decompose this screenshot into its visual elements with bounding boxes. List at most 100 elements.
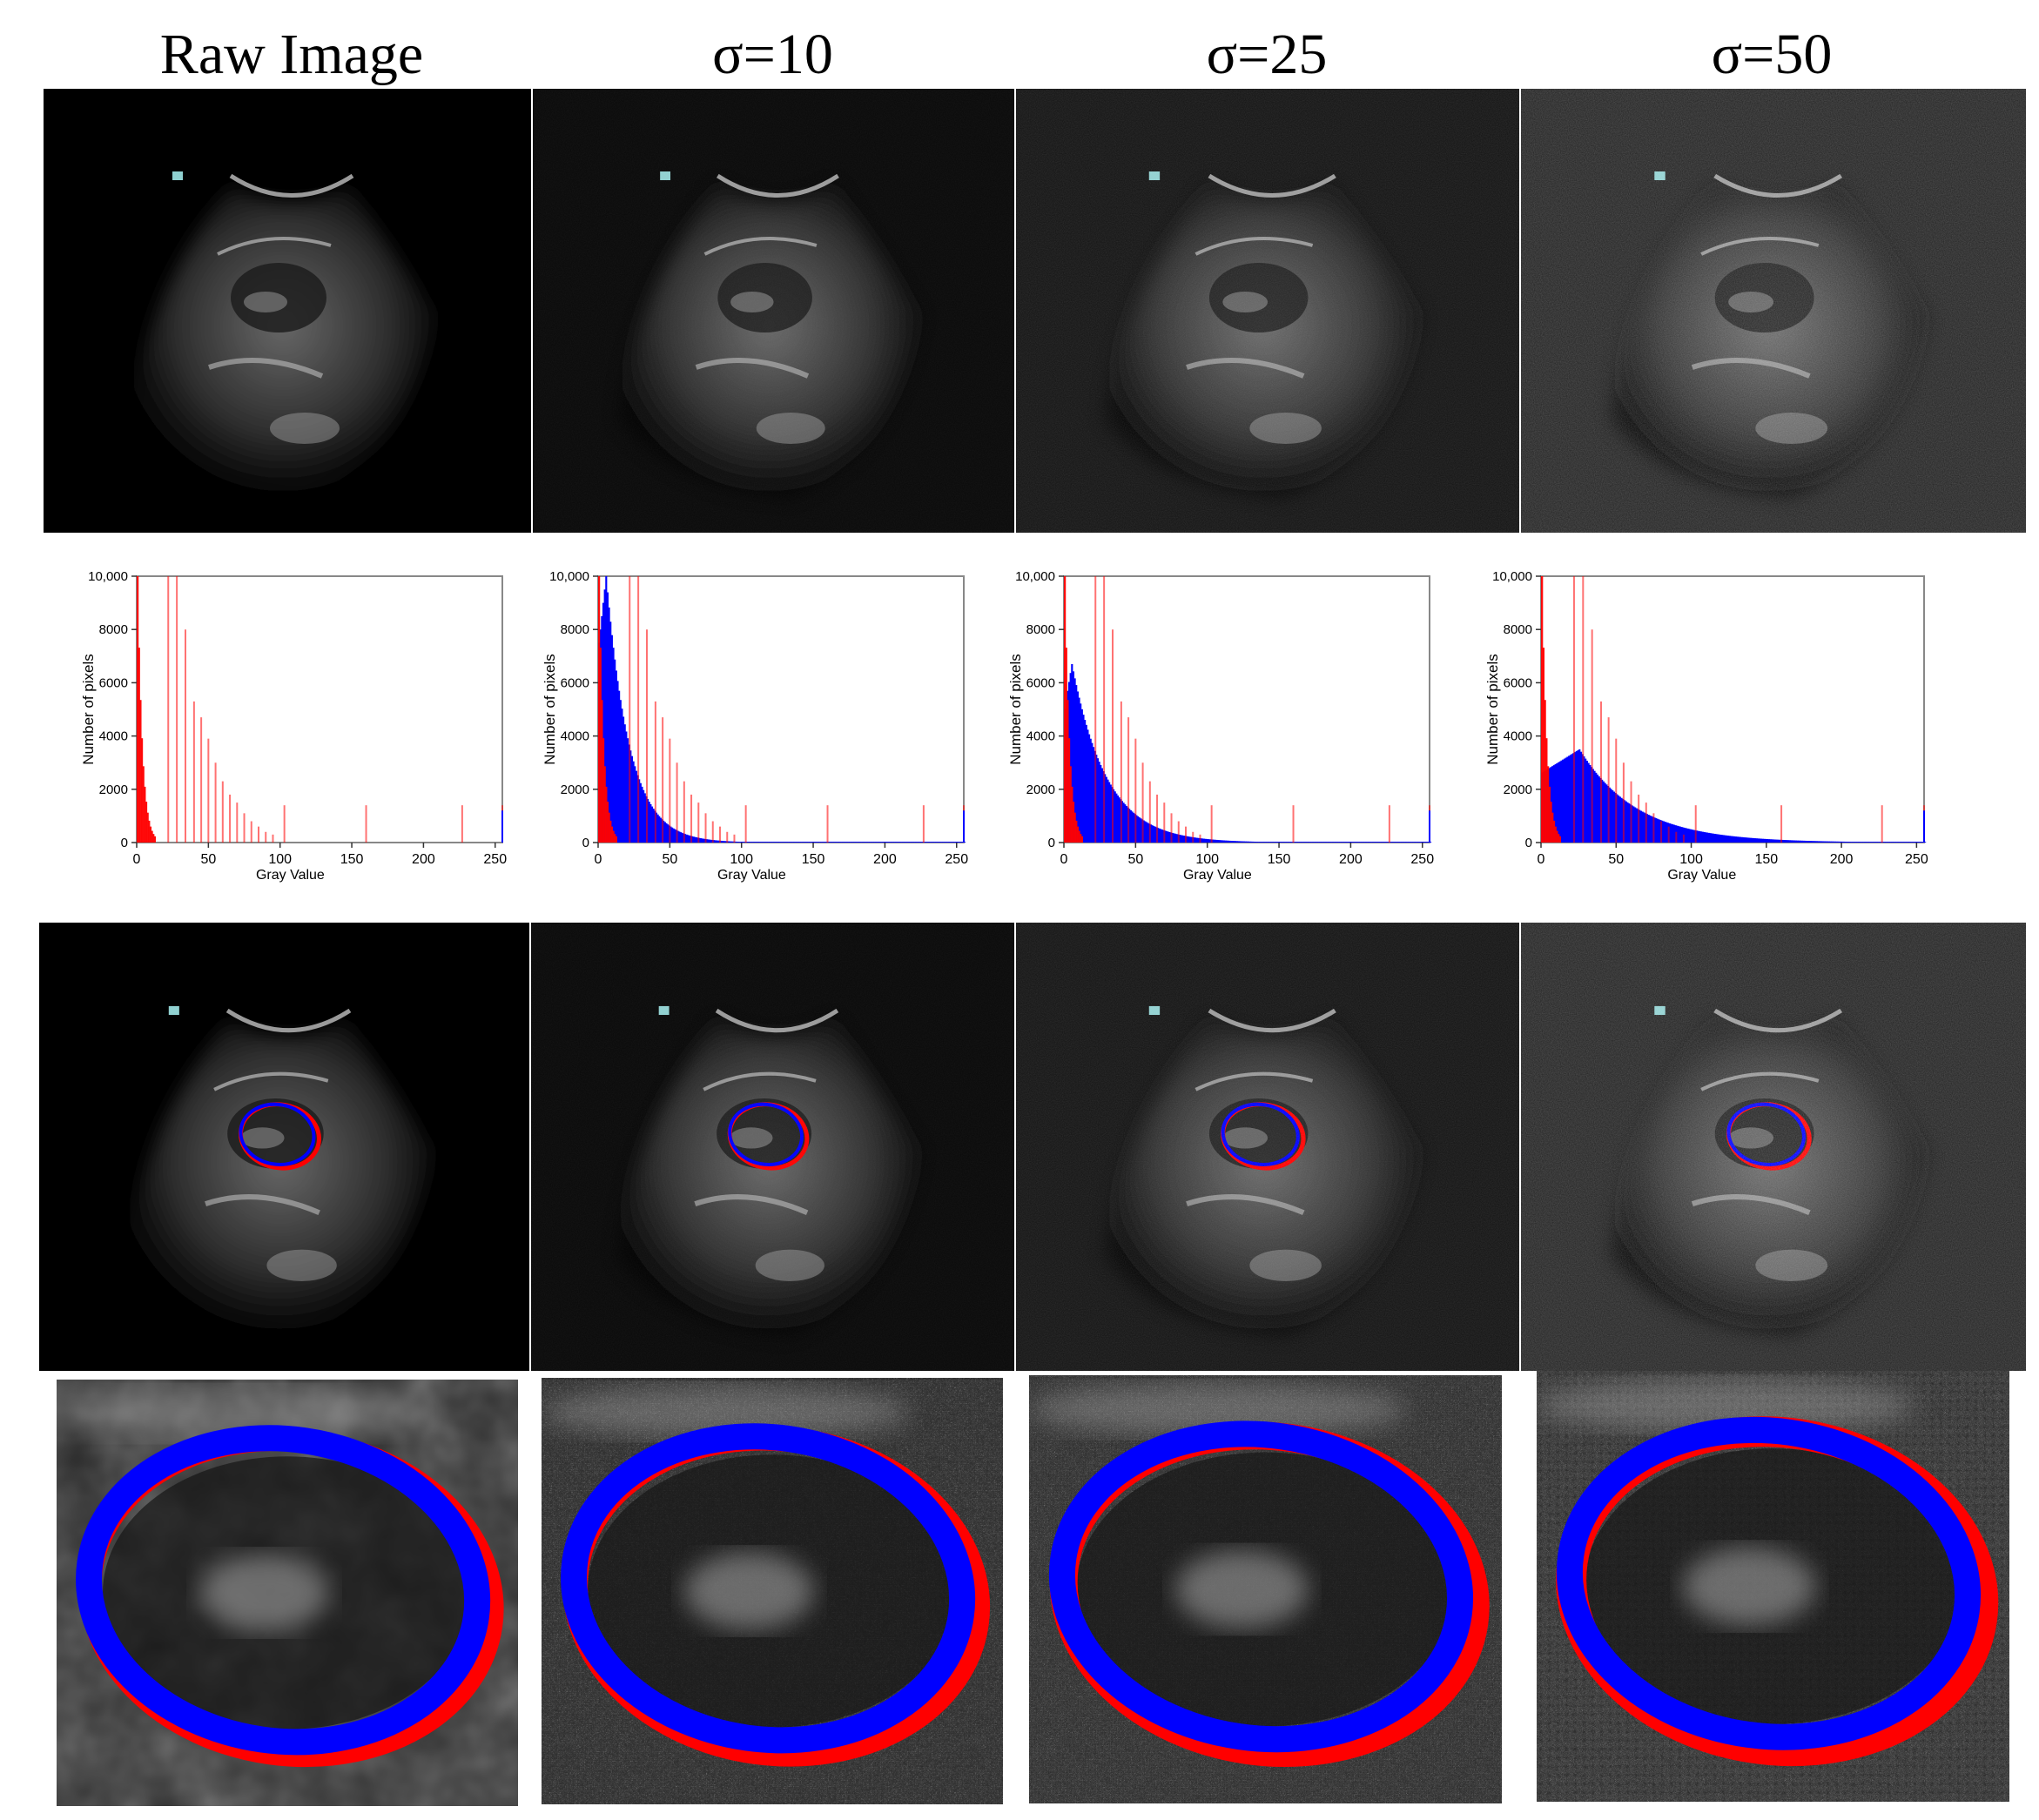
raw-histogram-bars <box>1064 576 1430 843</box>
noisy-bar <box>933 842 936 843</box>
raw-bar <box>144 786 146 843</box>
noisy-bar <box>1389 842 1392 843</box>
noisy-bar <box>1122 803 1125 843</box>
noisy-bar <box>1842 841 1846 843</box>
noisy-bar <box>1333 842 1336 843</box>
noisy-bar <box>1748 837 1751 843</box>
noisy-bar <box>1328 842 1330 843</box>
noisy-bar <box>783 842 785 843</box>
noisy-bar <box>1207 839 1209 843</box>
raw-bar <box>615 836 618 843</box>
noisy-bar <box>853 842 856 843</box>
noisy-bar <box>818 842 821 843</box>
contour-blue <box>1048 1420 1474 1753</box>
noisy-bar <box>1773 839 1776 843</box>
raw-bar <box>145 802 148 843</box>
noisy-bar <box>741 842 744 843</box>
noisy-bar <box>1811 841 1814 843</box>
noisy-bar <box>1362 842 1364 843</box>
noisy-bar <box>1918 842 1921 843</box>
noisy-bar <box>804 842 807 843</box>
noisy-bar <box>1215 839 1218 843</box>
noisy-bar <box>860 842 863 843</box>
noisy-bar <box>606 592 609 843</box>
noisy-bar <box>1656 818 1659 843</box>
ultrasound-contour-sigma25 <box>1016 923 1519 1371</box>
zoom-contour-sigma10 <box>542 1378 1003 1804</box>
noisy-bar <box>1802 840 1805 843</box>
noisy-bar <box>938 842 940 843</box>
column-title-sigma10: σ=10 <box>712 23 833 86</box>
y-tick-label: 8000 <box>99 622 128 637</box>
noisy-bar <box>912 842 914 843</box>
noisy-bar <box>1626 802 1629 843</box>
noisy-bar <box>1591 769 1594 843</box>
noisy-bar <box>830 842 832 843</box>
noisy-bar <box>1596 774 1599 843</box>
noisy-bar <box>1838 841 1840 843</box>
x-tick-label: 0 <box>595 852 602 867</box>
noisy-bar <box>658 816 661 843</box>
noisy-bar <box>674 829 676 843</box>
raw-bar <box>1550 802 1552 843</box>
noisy-bar <box>1755 838 1758 843</box>
noisy-bar <box>1168 831 1171 843</box>
zoom-contour-sigma25 <box>1029 1375 1502 1803</box>
noisy-bar <box>1187 836 1189 843</box>
raw-bar <box>1546 766 1550 843</box>
noisy-bar <box>761 842 764 843</box>
noisy-bar <box>1377 842 1380 843</box>
noisy-bar <box>1379 842 1382 843</box>
noisy-bar <box>1324 842 1327 843</box>
noisy-bar <box>947 842 951 843</box>
noisy-bar <box>1625 801 1627 843</box>
noisy-bar <box>659 817 662 843</box>
noisy-bar <box>1326 842 1329 843</box>
noisy-bar <box>678 831 681 843</box>
noisy-bar <box>716 840 718 843</box>
noisy-bar <box>1639 809 1641 843</box>
noisy-bar <box>1868 842 1871 843</box>
noisy-bar <box>1699 831 1703 843</box>
raw-bar <box>1064 576 1067 843</box>
noisy-bar <box>1859 842 1862 843</box>
noisy-bar <box>1879 842 1881 843</box>
column-title-sigma25: σ=25 <box>1206 23 1328 86</box>
y-tick-label: 2000 <box>1504 782 1532 797</box>
noisy-bar <box>1713 833 1716 843</box>
noisy-bar <box>641 786 643 843</box>
raw-bar <box>602 738 605 843</box>
noisy-bar <box>1313 842 1316 843</box>
y-tick-label: 4000 <box>1026 729 1055 744</box>
y-tick-label: 10,000 <box>88 569 128 584</box>
noisy-bar <box>1835 841 1838 843</box>
noisy-bar <box>1270 842 1273 843</box>
noisy-bar <box>1125 805 1127 843</box>
raw-histogram-bars <box>598 576 965 843</box>
noisy-bar <box>1736 836 1739 843</box>
noisy-bar <box>687 835 690 843</box>
noisy-bar <box>1683 828 1686 843</box>
noisy-bar <box>880 842 883 843</box>
noisy-bar <box>1085 724 1087 843</box>
noisy-bar <box>1769 839 1772 843</box>
noisy-bar <box>1716 834 1719 843</box>
noisy-bar <box>1788 840 1791 843</box>
noisy-bar <box>1616 794 1618 843</box>
noisy-bar <box>1231 841 1234 843</box>
noisy-bar <box>647 799 649 843</box>
noisy-bar <box>843 842 845 843</box>
noisy-bar <box>942 842 945 843</box>
noisy-bar <box>1679 826 1681 843</box>
noisy-bar <box>1309 842 1311 843</box>
raw-bar <box>1080 836 1084 843</box>
noisy-bar <box>1244 841 1247 843</box>
noisy-bar <box>612 648 615 843</box>
noisy-bar <box>1807 841 1809 843</box>
noisy-bar <box>650 806 654 843</box>
ultrasound-sigma10 <box>533 89 1014 533</box>
noisy-bar <box>707 839 710 843</box>
noisy-bar <box>1858 842 1861 843</box>
noisy-bar <box>1685 828 1687 843</box>
noisy-bar <box>1556 762 1558 843</box>
